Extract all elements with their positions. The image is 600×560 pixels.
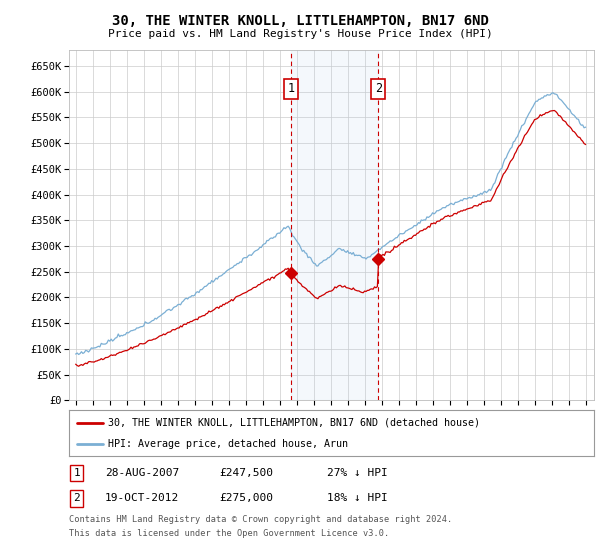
Text: 2: 2 [374, 82, 382, 95]
Text: This data is licensed under the Open Government Licence v3.0.: This data is licensed under the Open Gov… [69, 529, 389, 538]
Text: 18% ↓ HPI: 18% ↓ HPI [327, 493, 388, 503]
Bar [291, 50, 378, 400]
Text: 30, THE WINTER KNOLL, LITTLEHAMPTON, BN17 6ND (detached house): 30, THE WINTER KNOLL, LITTLEHAMPTON, BN1… [109, 418, 481, 428]
Text: Contains HM Land Registry data © Crown copyright and database right 2024.: Contains HM Land Registry data © Crown c… [69, 515, 452, 524]
Text: 27% ↓ HPI: 27% ↓ HPI [327, 468, 388, 478]
Text: 19-OCT-2012: 19-OCT-2012 [105, 493, 179, 503]
Text: Price paid vs. HM Land Registry's House Price Index (HPI): Price paid vs. HM Land Registry's House … [107, 29, 493, 39]
Text: 2: 2 [73, 493, 80, 503]
Text: 30, THE WINTER KNOLL, LITTLEHAMPTON, BN17 6ND: 30, THE WINTER KNOLL, LITTLEHAMPTON, BN1… [112, 14, 488, 28]
Text: 28-AUG-2007: 28-AUG-2007 [105, 468, 179, 478]
Text: £275,000: £275,000 [219, 493, 273, 503]
Text: £247,500: £247,500 [219, 468, 273, 478]
Text: 1: 1 [73, 468, 80, 478]
Text: HPI: Average price, detached house, Arun: HPI: Average price, detached house, Arun [109, 439, 349, 449]
Text: 1: 1 [287, 82, 294, 95]
